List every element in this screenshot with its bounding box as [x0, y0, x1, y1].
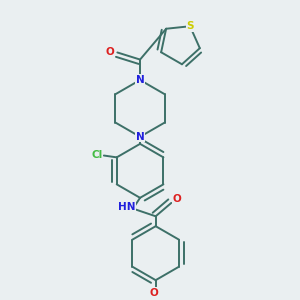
- Text: O: O: [106, 47, 115, 57]
- Text: Cl: Cl: [91, 149, 103, 160]
- Text: HN: HN: [118, 202, 136, 212]
- Text: O: O: [172, 194, 181, 204]
- Text: N: N: [136, 75, 144, 85]
- Text: N: N: [136, 132, 144, 142]
- Text: O: O: [150, 289, 159, 298]
- Text: S: S: [186, 21, 194, 31]
